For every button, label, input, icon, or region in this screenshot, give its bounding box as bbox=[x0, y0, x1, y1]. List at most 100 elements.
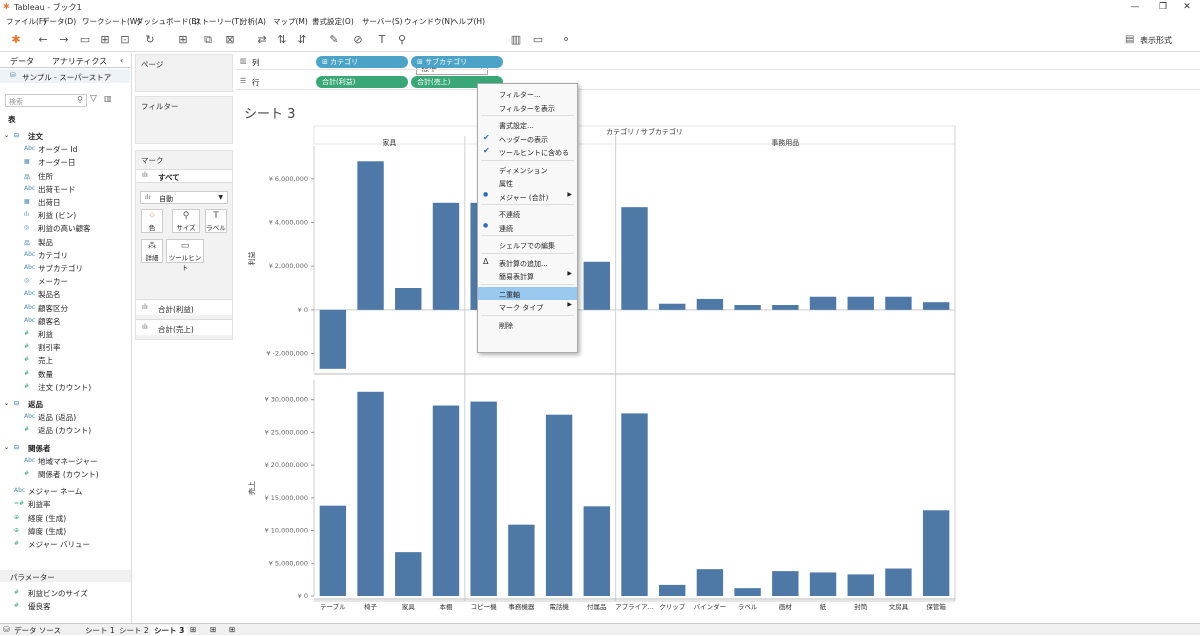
undo-icon[interactable]: ← bbox=[38, 33, 48, 46]
field-item[interactable]: Abc カテゴリ bbox=[0, 248, 130, 261]
field-item[interactable]: # メジャー バリュー bbox=[0, 537, 130, 550]
rows-shelf[interactable]: ☰ 行 合計(利益) 合計(売上) bbox=[236, 74, 1200, 90]
tab-analytics[interactable]: アナリティクス bbox=[52, 57, 108, 66]
group-icon[interactable]: ⊘ bbox=[353, 33, 363, 46]
sort-desc-icon[interactable]: ⇵ bbox=[297, 33, 307, 46]
marks-all-row[interactable]: ılı すべて bbox=[136, 169, 232, 183]
datasource-item[interactable]: ⛁ サンプル - スーパーストア bbox=[0, 69, 130, 83]
tab-sheet2[interactable]: シート 2 bbox=[119, 626, 149, 635]
new-sheet-icon[interactable]: ⊞ bbox=[178, 33, 188, 46]
context-menu-item[interactable]: マーク タイプ ▶ bbox=[478, 300, 577, 313]
field-item[interactable]: # 注文 (カウント) bbox=[0, 380, 130, 393]
mark-type-select[interactable]: ılı 自動 ▼ bbox=[140, 191, 228, 204]
new-datasource-icon[interactable]: ⊞ bbox=[100, 33, 110, 46]
duplicate-sheet-icon[interactable]: ⧉ bbox=[204, 33, 212, 46]
presentation-icon[interactable]: ▭ bbox=[532, 33, 544, 46]
field-item[interactable]: # 売上 bbox=[0, 353, 130, 366]
context-menu-item[interactable]: 属性 bbox=[478, 176, 577, 189]
field-item[interactable]: =# 利益率 bbox=[0, 497, 130, 510]
field-item[interactable]: 品製品 bbox=[0, 235, 130, 248]
context-menu-item[interactable]: 削除 bbox=[478, 318, 577, 331]
save-icon[interactable]: ▭ bbox=[79, 33, 91, 46]
context-menu-item[interactable]: ✔ ヘッダーの表示 bbox=[478, 132, 577, 145]
label-button[interactable]: T ラベル bbox=[205, 209, 227, 233]
sort-asc-icon[interactable]: ⇅ bbox=[277, 33, 287, 46]
highlight-icon[interactable]: ✎ bbox=[329, 33, 339, 46]
context-menu-item[interactable]: ✔ ツールヒントに含める bbox=[478, 145, 577, 158]
field-item[interactable]: Abc 顧客区分 bbox=[0, 301, 130, 314]
menu-item[interactable]: ワークシート(W) bbox=[82, 17, 141, 26]
tab-data[interactable]: データ bbox=[10, 57, 34, 66]
field-item[interactable]: Abc 出荷モード bbox=[0, 182, 130, 195]
param-item[interactable]: # 利益ビンのサイズ bbox=[0, 586, 130, 599]
share-icon[interactable]: ⚬ bbox=[561, 33, 571, 46]
field-item[interactable]: Abc 製品名 bbox=[0, 287, 130, 300]
field-item[interactable]: Abc 顧客名 bbox=[0, 314, 130, 327]
menu-item[interactable]: 書式設定(O) bbox=[312, 17, 354, 26]
show-cards-icon[interactable]: ▥ bbox=[510, 33, 522, 46]
restore-icon[interactable]: ❐ bbox=[1158, 2, 1168, 12]
tooltip-button[interactable]: ▭ ツールヒント bbox=[166, 239, 204, 272]
field-item[interactable]: ⊕ 経度 (生成) bbox=[0, 511, 130, 524]
column-pill-subcategory[interactable]: ⊞ サブカテゴリ bbox=[411, 56, 503, 68]
detail-button[interactable]: ⁂ 詳細 bbox=[141, 239, 163, 263]
field-item[interactable]: Abc サブカテゴリ bbox=[0, 261, 130, 274]
context-menu-item[interactable]: 不連続 bbox=[478, 207, 577, 220]
filter-icon[interactable]: ▽ bbox=[90, 94, 97, 104]
menu-item[interactable]: 分析(A) bbox=[240, 17, 266, 26]
minimize-icon[interactable]: — bbox=[1130, 2, 1140, 12]
menu-item[interactable]: ファイル(F) bbox=[6, 17, 47, 26]
tab-datasource[interactable]: データ ソース bbox=[14, 626, 62, 635]
field-item[interactable]: # 返品 (カウント) bbox=[0, 423, 130, 436]
collapse-icon[interactable]: ‹ bbox=[120, 56, 124, 65]
search-input[interactable]: 検索 ⚲ bbox=[5, 94, 87, 107]
field-item[interactable]: ◎ メーカー bbox=[0, 274, 130, 287]
show-me-icon[interactable]: ▤ bbox=[1125, 34, 1135, 45]
pages-card[interactable]: ページ bbox=[135, 54, 233, 92]
new-sheet-icon[interactable]: ⊞ bbox=[190, 625, 197, 634]
field-item[interactable]: ılı 利益 (ビン) bbox=[0, 208, 130, 221]
menu-item[interactable]: サーバー(S) bbox=[362, 17, 403, 26]
filters-card[interactable]: フィルター bbox=[135, 96, 233, 144]
context-menu-item[interactable]: 二重軸 bbox=[478, 286, 577, 300]
size-button[interactable]: ⚲ サイズ bbox=[172, 209, 200, 233]
menu-item[interactable]: マップ(M) bbox=[273, 17, 308, 26]
marks-measure-sales[interactable]: ılı 合計(売上) bbox=[136, 319, 232, 335]
row-pill-profit[interactable]: 合計(利益) bbox=[316, 76, 408, 88]
field-item[interactable]: 品住所 bbox=[0, 169, 130, 182]
context-menu-item[interactable]: Δ 表計算の追加... bbox=[478, 256, 577, 269]
column-pill-category[interactable]: ⊞ カテゴリ bbox=[316, 56, 408, 68]
menu-item[interactable]: ストーリー(T) bbox=[194, 17, 242, 26]
field-item[interactable]: ▦ 出荷日 bbox=[0, 195, 130, 208]
menu-item[interactable]: ヘルプ(H) bbox=[451, 17, 485, 26]
context-menu-item[interactable]: 簡易表計算 ▶ bbox=[478, 269, 577, 282]
menu-item[interactable]: ダッシュボード(B) bbox=[136, 17, 200, 26]
field-folder[interactable]: ⌄ ⊟ 関係者 bbox=[0, 441, 130, 454]
field-item[interactable]: Abc 地域マネージャー bbox=[0, 454, 130, 467]
field-item[interactable]: # 数量 bbox=[0, 367, 130, 380]
field-item[interactable]: Abc 返品 (返品) bbox=[0, 410, 130, 423]
color-button[interactable]: ⁘ 色 bbox=[141, 209, 163, 233]
pin-icon[interactable]: ⚲ bbox=[397, 33, 407, 46]
tableau-logo-icon[interactable]: ✱ bbox=[11, 33, 21, 46]
label-icon[interactable]: T bbox=[378, 33, 386, 46]
field-item[interactable]: # 利益 bbox=[0, 327, 130, 340]
show-me-button[interactable]: 表示形式 bbox=[1140, 36, 1172, 45]
param-item[interactable]: # 優良客 bbox=[0, 599, 130, 612]
new-story-icon[interactable]: ⊞ bbox=[229, 625, 236, 634]
context-menu-item[interactable]: ● メジャー (合計) ▶ bbox=[478, 190, 577, 203]
clear-sheet-icon[interactable]: ⊠ bbox=[225, 33, 235, 46]
field-folder[interactable]: ⌄ ⊟ 返品 bbox=[0, 397, 130, 410]
field-item[interactable]: # 割引率 bbox=[0, 340, 130, 353]
field-item[interactable]: # 関係者 (カウント) bbox=[0, 467, 130, 480]
context-menu-item[interactable]: ディメンション bbox=[478, 163, 577, 176]
field-item[interactable]: ⊕ 緯度 (生成) bbox=[0, 524, 130, 537]
context-menu-item[interactable]: フィルター... bbox=[478, 87, 577, 100]
pause-update-icon[interactable]: ⊡ bbox=[120, 33, 130, 46]
tab-sheet1[interactable]: シート 1 bbox=[85, 626, 115, 635]
close-icon[interactable]: ✕ bbox=[1183, 2, 1191, 12]
context-menu-item[interactable]: ● 連続 bbox=[478, 221, 577, 234]
menu-item[interactable]: データ(D) bbox=[42, 17, 77, 26]
context-menu-item[interactable]: シェルフでの編集 bbox=[478, 238, 577, 251]
